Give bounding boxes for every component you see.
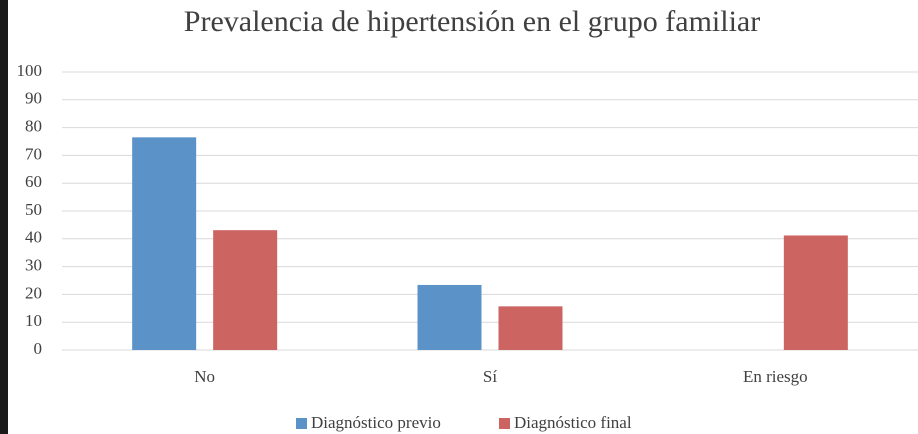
y-tick-label: 60 (25, 172, 42, 191)
y-tick-label: 100 (17, 61, 43, 80)
legend-swatch (499, 418, 510, 429)
legend-label: Diagnóstico final (514, 413, 632, 432)
bar (498, 306, 563, 350)
legend-label: Diagnóstico previo (311, 413, 441, 432)
y-tick-label: 90 (25, 89, 42, 108)
y-tick-label: 40 (25, 228, 42, 247)
y-tick-label: 70 (25, 144, 42, 163)
bar (417, 284, 482, 350)
y-tick-label: 50 (25, 200, 42, 219)
bar (132, 137, 197, 350)
x-tick-label: En riesgo (743, 367, 808, 386)
bar (213, 230, 278, 350)
y-tick-label: 20 (25, 283, 42, 302)
left-border (0, 0, 8, 434)
y-tick-label: 10 (25, 311, 42, 330)
legend-swatch (296, 418, 307, 429)
bar (783, 235, 848, 350)
x-tick-label: No (194, 367, 215, 386)
y-tick-label: 80 (25, 117, 42, 136)
chart-title: Prevalencia de hipertensión en el grupo … (184, 5, 760, 38)
y-tick-label: 30 (25, 256, 42, 275)
y-tick-label: 0 (34, 339, 43, 358)
x-tick-label: Sí (483, 367, 497, 386)
